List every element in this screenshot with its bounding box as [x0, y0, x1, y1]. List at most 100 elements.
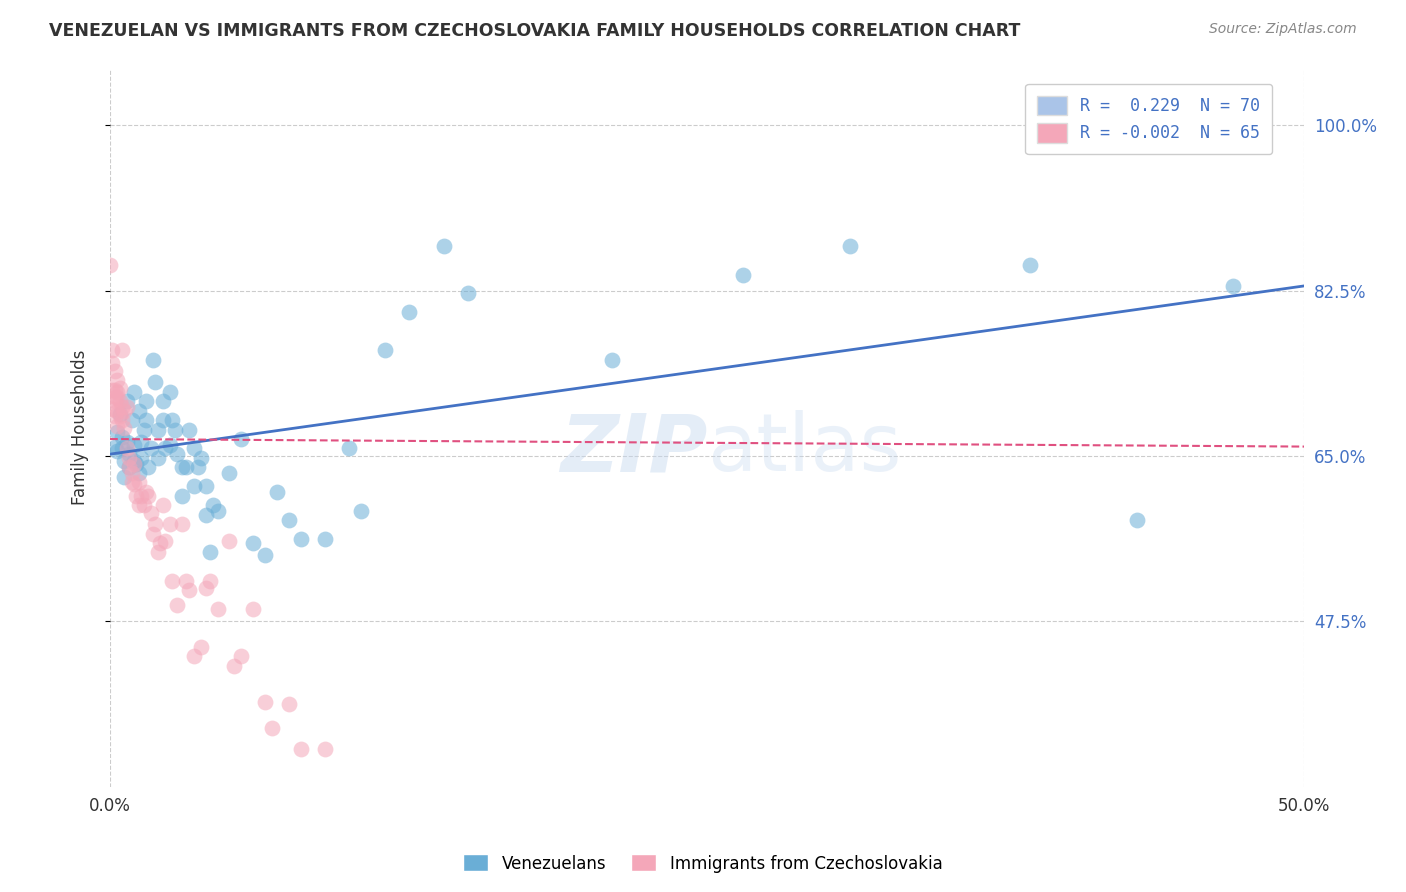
Point	[149, 536, 172, 550]
Point	[142, 526, 165, 541]
Point	[262, 721, 284, 735]
Point	[121, 413, 143, 427]
Point	[242, 536, 264, 550]
Point	[314, 532, 336, 546]
Point	[135, 413, 157, 427]
Point	[112, 454, 135, 468]
Point	[129, 489, 152, 503]
Point	[101, 343, 124, 358]
Point	[160, 413, 183, 427]
Point	[207, 602, 229, 616]
Point	[153, 534, 176, 549]
Point	[108, 409, 131, 424]
Point	[146, 450, 169, 465]
Point	[1222, 279, 1244, 293]
Point	[129, 434, 152, 449]
Point	[201, 498, 224, 512]
Point	[128, 466, 150, 480]
Point	[176, 574, 198, 588]
Text: ZIP: ZIP	[560, 410, 707, 488]
Point	[118, 447, 141, 461]
Point	[187, 460, 209, 475]
Point	[278, 697, 301, 711]
Point	[122, 384, 145, 399]
Point	[136, 460, 159, 475]
Point	[136, 489, 159, 503]
Point	[142, 352, 165, 367]
Point	[101, 356, 124, 370]
Point	[194, 508, 217, 522]
Point	[105, 444, 128, 458]
Point	[112, 470, 135, 484]
Point	[121, 466, 143, 480]
Point	[194, 582, 217, 596]
Point	[135, 485, 157, 500]
Point	[121, 475, 143, 490]
Point	[224, 658, 246, 673]
Point	[105, 384, 128, 399]
Point	[177, 423, 200, 437]
Point	[112, 420, 135, 434]
Point	[105, 373, 128, 387]
Point	[104, 440, 127, 454]
Point	[118, 450, 141, 465]
Point	[457, 286, 479, 301]
Point	[115, 394, 138, 409]
Point	[98, 258, 121, 272]
Point	[278, 513, 301, 527]
Point	[101, 401, 124, 416]
Point	[111, 442, 134, 456]
Text: Source: ZipAtlas.com: Source: ZipAtlas.com	[1209, 22, 1357, 37]
Point	[108, 407, 131, 421]
Point	[152, 498, 174, 512]
Point	[200, 574, 222, 588]
Point	[159, 384, 181, 399]
Point	[145, 376, 167, 390]
Point	[200, 545, 222, 559]
Point	[231, 432, 253, 446]
Point	[176, 460, 198, 475]
Point	[350, 504, 373, 518]
Point	[153, 442, 176, 456]
Point	[132, 423, 155, 437]
Point	[128, 498, 150, 512]
Point	[104, 409, 127, 424]
Point	[115, 442, 138, 456]
Point	[115, 434, 138, 449]
Point	[146, 545, 169, 559]
Point	[111, 413, 134, 427]
Y-axis label: Family Households: Family Households	[72, 350, 89, 506]
Point	[337, 442, 360, 456]
Point	[254, 549, 277, 563]
Point	[266, 485, 288, 500]
Point	[159, 517, 181, 532]
Point	[166, 599, 188, 613]
Point	[290, 742, 312, 756]
Point	[190, 640, 212, 654]
Point	[194, 479, 217, 493]
Point	[190, 450, 212, 465]
Point	[135, 394, 157, 409]
Point	[132, 498, 155, 512]
Point	[183, 479, 205, 493]
Point	[1018, 258, 1040, 272]
Point	[254, 695, 277, 709]
Point	[314, 742, 336, 756]
Point	[231, 649, 253, 664]
Point	[104, 364, 127, 378]
Point	[170, 460, 193, 475]
Point	[152, 413, 174, 427]
Point	[112, 403, 135, 417]
Point	[122, 438, 145, 452]
Point	[170, 517, 193, 532]
Point	[104, 383, 127, 397]
Point	[177, 583, 200, 598]
Point	[731, 268, 754, 282]
Point	[242, 602, 264, 616]
Point	[105, 418, 128, 433]
Point	[105, 391, 128, 405]
Point	[146, 423, 169, 437]
Point	[122, 454, 145, 468]
Point	[152, 394, 174, 409]
Point	[105, 425, 128, 440]
